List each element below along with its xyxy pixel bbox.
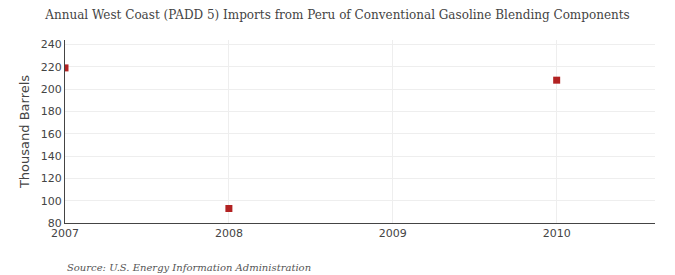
svg-text:140: 140 [41,150,62,163]
svg-text:200: 200 [41,83,62,96]
svg-text:2009: 2009 [379,227,407,240]
svg-text:100: 100 [41,195,62,208]
svg-text:120: 120 [41,172,62,185]
svg-text:2008: 2008 [215,227,243,240]
svg-text:2007: 2007 [51,227,79,240]
svg-text:Thousand Barrels: Thousand Barrels [17,75,32,189]
svg-text:80: 80 [48,217,62,230]
svg-text:Annual West Coast (PADD 5) Imp: Annual West Coast (PADD 5) Imports from … [44,8,629,22]
svg-text:160: 160 [41,128,62,141]
svg-text:2010: 2010 [543,227,571,240]
svg-text:180: 180 [41,105,62,118]
svg-text:Source: U.S. Energy Informatio: Source: U.S. Energy Information Administ… [67,262,311,273]
svg-text:240: 240 [41,38,62,51]
svg-text:220: 220 [41,61,62,74]
